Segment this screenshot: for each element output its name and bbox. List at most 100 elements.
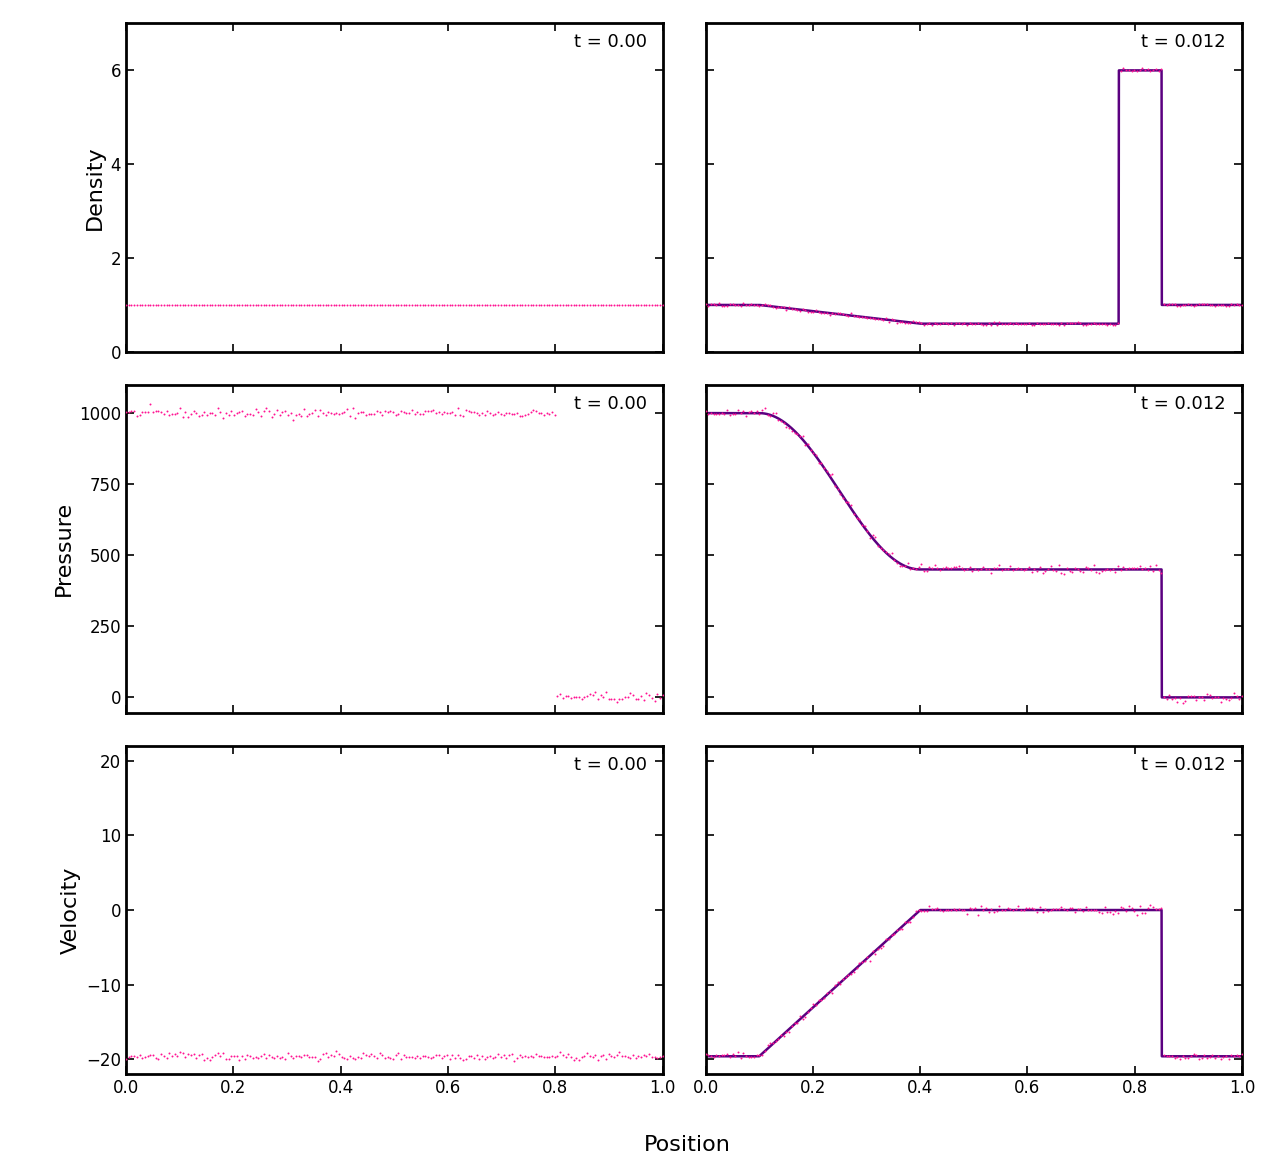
Point bbox=[137, 1047, 158, 1066]
Point bbox=[216, 1050, 236, 1068]
Point bbox=[741, 1047, 762, 1066]
Point bbox=[504, 1052, 525, 1071]
Point bbox=[752, 1045, 772, 1064]
Point bbox=[905, 313, 926, 332]
Point bbox=[472, 296, 492, 315]
Point bbox=[1192, 688, 1212, 707]
Point bbox=[1108, 556, 1129, 575]
Point bbox=[164, 405, 184, 424]
Point bbox=[1119, 559, 1139, 578]
Point bbox=[971, 560, 991, 579]
Point bbox=[267, 296, 288, 315]
Point bbox=[922, 559, 942, 578]
Point bbox=[391, 296, 411, 315]
Point bbox=[393, 1046, 414, 1065]
Point bbox=[792, 426, 812, 445]
Y-axis label: Pressure: Pressure bbox=[53, 501, 73, 596]
Point bbox=[1121, 899, 1141, 918]
Point bbox=[405, 405, 425, 424]
Point bbox=[180, 296, 200, 315]
Point bbox=[1028, 903, 1048, 922]
Point bbox=[714, 297, 734, 316]
Point bbox=[542, 403, 562, 421]
Point bbox=[639, 686, 660, 704]
Point bbox=[246, 399, 266, 418]
Point bbox=[478, 402, 498, 420]
Point bbox=[758, 1035, 778, 1054]
Point bbox=[1095, 898, 1115, 917]
Point bbox=[1043, 900, 1063, 919]
Point bbox=[1035, 561, 1055, 580]
Point bbox=[917, 315, 937, 333]
Point bbox=[1229, 1046, 1250, 1065]
Point bbox=[585, 1045, 605, 1064]
Point bbox=[445, 296, 465, 315]
Point bbox=[189, 406, 209, 425]
Point bbox=[1224, 1047, 1245, 1066]
Point bbox=[1140, 556, 1160, 575]
Point bbox=[1221, 1046, 1241, 1065]
Point bbox=[440, 1050, 460, 1068]
Point bbox=[348, 1048, 368, 1067]
Point bbox=[784, 424, 805, 443]
Point bbox=[294, 400, 314, 419]
Point bbox=[523, 296, 543, 315]
Point bbox=[1040, 900, 1061, 919]
Point bbox=[402, 400, 422, 419]
Point bbox=[952, 315, 972, 333]
Point bbox=[518, 404, 538, 423]
Point bbox=[434, 296, 454, 315]
Point bbox=[415, 296, 435, 315]
Point bbox=[119, 296, 139, 315]
Point bbox=[1142, 61, 1163, 80]
Point bbox=[1071, 899, 1091, 918]
Point bbox=[310, 402, 330, 420]
Point bbox=[313, 1045, 333, 1064]
Point bbox=[267, 1047, 288, 1066]
Point bbox=[1216, 1046, 1236, 1065]
Point bbox=[526, 296, 546, 315]
Point bbox=[637, 1046, 657, 1065]
Point bbox=[232, 296, 252, 315]
Point bbox=[346, 1050, 366, 1068]
Point bbox=[1206, 297, 1226, 316]
Point bbox=[547, 687, 567, 706]
Point bbox=[900, 315, 921, 333]
Point bbox=[168, 1047, 188, 1066]
Point bbox=[337, 1050, 357, 1068]
Point bbox=[256, 296, 276, 315]
Point bbox=[927, 559, 947, 578]
Point bbox=[280, 404, 300, 423]
Point bbox=[372, 405, 392, 424]
Point bbox=[607, 693, 627, 711]
Point bbox=[1199, 295, 1219, 313]
Point bbox=[997, 899, 1018, 918]
Point bbox=[251, 1047, 271, 1066]
Text: t = 0.012: t = 0.012 bbox=[1141, 394, 1226, 412]
Point bbox=[924, 313, 944, 332]
Point bbox=[561, 296, 581, 315]
Point bbox=[986, 902, 1006, 920]
Point bbox=[855, 517, 875, 535]
Point bbox=[933, 902, 953, 920]
Point bbox=[421, 1048, 441, 1067]
Point bbox=[1100, 903, 1120, 922]
Point bbox=[232, 402, 252, 420]
Point bbox=[499, 1046, 520, 1065]
Point bbox=[1146, 60, 1166, 79]
Point bbox=[811, 991, 831, 1010]
Point bbox=[156, 1048, 177, 1067]
Point bbox=[227, 404, 247, 423]
Point bbox=[760, 406, 781, 425]
Point bbox=[383, 296, 404, 315]
Point bbox=[550, 296, 570, 315]
Point bbox=[706, 405, 726, 424]
Point bbox=[469, 406, 489, 425]
Point bbox=[830, 303, 850, 322]
Point bbox=[230, 296, 250, 315]
Point bbox=[868, 939, 888, 958]
Point bbox=[868, 310, 888, 329]
Point bbox=[130, 1046, 150, 1065]
Point bbox=[774, 413, 794, 432]
Point bbox=[356, 296, 376, 315]
